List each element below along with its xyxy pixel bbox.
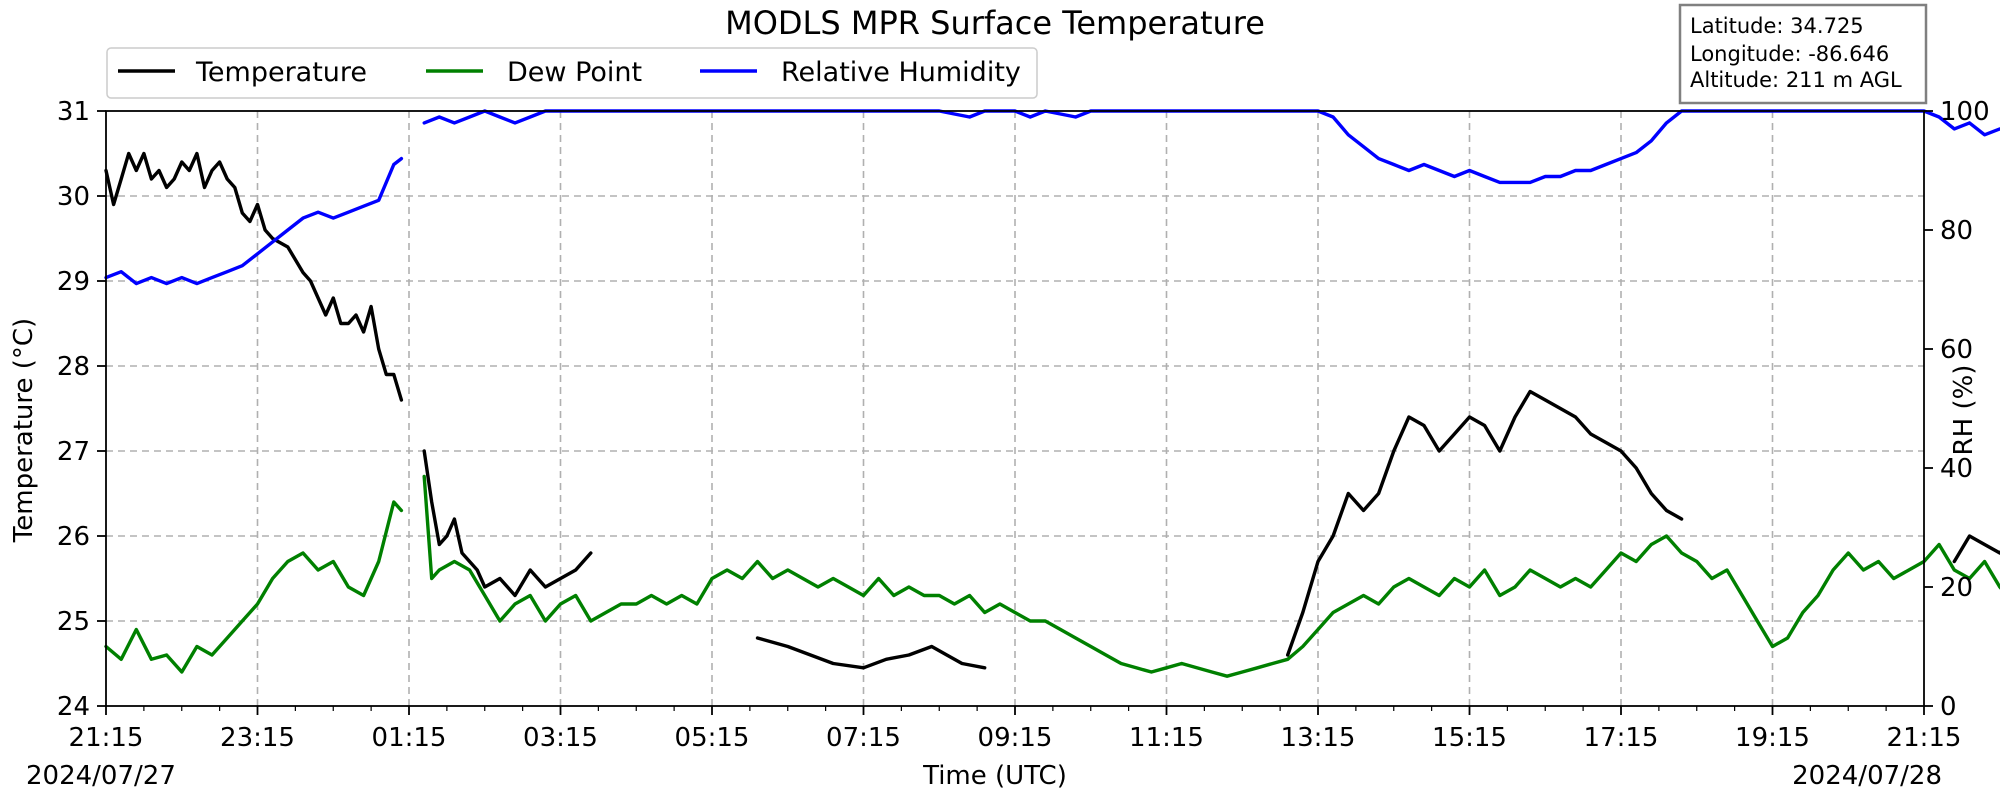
legend-frame — [106, 47, 1038, 99]
x-tick-label: 21:15 — [1887, 723, 1962, 753]
x-axis-label: Time (UTC) — [922, 761, 1067, 791]
axis-ticks: 21:15 23:15 01:15 03:15 05:15 07:15 09:15 11:15… — [57, 97, 1990, 753]
station-info-box: Latitude: 34.725 Longitude: -86.646 Alti… — [1678, 3, 1928, 105]
temperature-line — [755, 636, 987, 670]
legend-label-relative-humidity: Relative Humidity — [781, 57, 1021, 88]
station-latitude: Latitude: 34.725 — [1690, 14, 1864, 38]
dew-point-line — [422, 474, 2000, 678]
y-right-tick-label: 20 — [1940, 573, 1973, 603]
y-right-tick-label: 80 — [1940, 216, 1973, 246]
temperature-line — [104, 151, 404, 402]
y-right-tick-label: 0 — [1940, 692, 1957, 722]
legend-label-temperature: Temperature — [195, 57, 367, 88]
temperature-line — [422, 449, 593, 598]
dew-point-line — [104, 500, 404, 674]
x-tick-label: 21:15 — [69, 723, 144, 753]
x-end-date: 2024/07/28 — [1792, 761, 1942, 791]
legend: Temperature Dew Point Relative Humidity — [106, 47, 1038, 99]
y-left-tick-label: 28 — [57, 352, 90, 382]
station-longitude: Longitude: -86.646 — [1690, 42, 1889, 66]
y-left-tick-label: 26 — [57, 522, 90, 552]
station-info-frame — [1678, 3, 1928, 105]
temperature-line — [1952, 534, 2000, 564]
y-right-tick-label: 60 — [1940, 335, 1973, 365]
legend-label-dew-point: Dew Point — [507, 57, 642, 88]
temperature-line — [1285, 389, 1684, 657]
y-left-tick-label: 27 — [57, 437, 90, 467]
y-axis-right-label: RH (%) — [1949, 365, 1979, 456]
x-tick-label: 05:15 — [675, 723, 750, 753]
x-start-date: 2024/07/27 — [26, 761, 176, 791]
x-tick-label: 17:15 — [1584, 723, 1659, 753]
y-left-tick-label: 30 — [57, 182, 90, 212]
x-tick-label: 13:15 — [1281, 723, 1356, 753]
grid — [106, 111, 1924, 706]
y-left-tick-label: 29 — [57, 267, 90, 297]
station-altitude: Altitude: 211 m AGL — [1690, 68, 1902, 92]
x-tick-label: 01:15 — [372, 723, 447, 753]
x-tick-label: 03:15 — [523, 723, 598, 753]
x-tick-label: 11:15 — [1129, 723, 1204, 753]
y-axis-left-label: Temperature (°C) — [9, 318, 39, 543]
x-tick-label: 19:15 — [1735, 723, 1810, 753]
x-tick-label: 09:15 — [978, 723, 1053, 753]
x-tick-label: 15:15 — [1432, 723, 1507, 753]
x-tick-label: 07:15 — [826, 723, 901, 753]
y-left-tick-label: 31 — [57, 97, 90, 127]
y-left-tick-label: 24 — [57, 692, 90, 722]
y-right-tick-label: 40 — [1940, 454, 1973, 484]
chart-title: MODLS MPR Surface Temperature — [725, 4, 1265, 42]
y-right-tick-label: 100 — [1940, 97, 1990, 127]
x-tick-label: 23:15 — [220, 723, 295, 753]
y-left-tick-label: 25 — [57, 607, 90, 637]
relative-humidity-line — [104, 156, 404, 286]
